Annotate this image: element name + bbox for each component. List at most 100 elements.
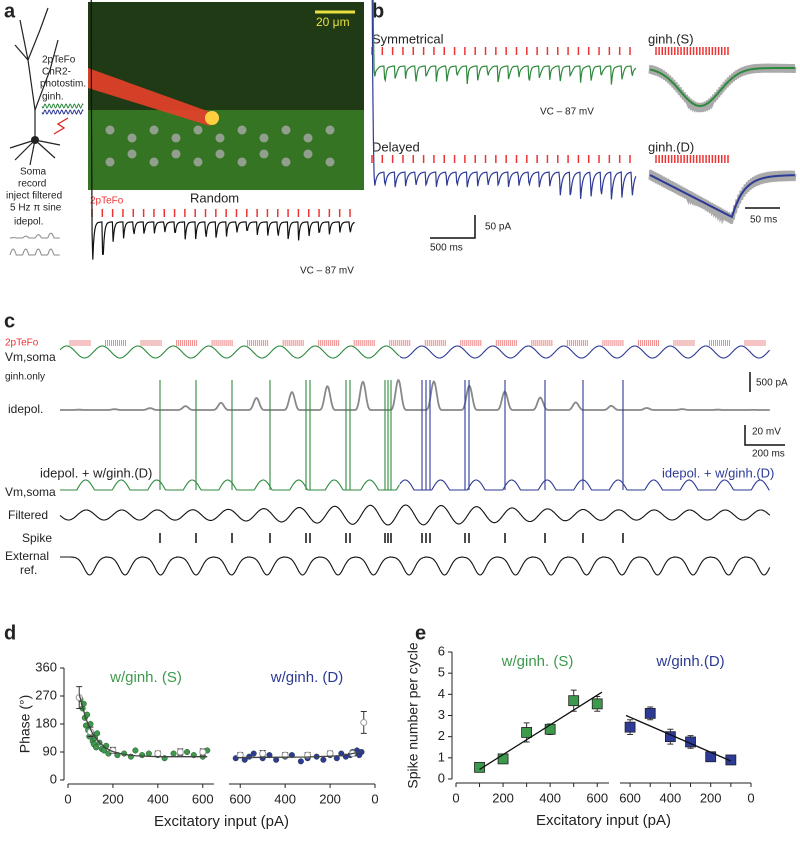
y-tick-label: 1	[438, 749, 445, 764]
point	[624, 721, 636, 733]
point	[145, 750, 152, 757]
x-tick-label: 200	[102, 791, 124, 806]
x-tick-label: 0	[747, 790, 754, 805]
spike-label: Spike	[22, 531, 52, 545]
chart-title: w/ginh. (S)	[501, 653, 574, 670]
point	[474, 761, 485, 773]
reference-trace	[60, 556, 771, 576]
chart-title: w/ginh.(D)	[655, 653, 724, 670]
mean-point	[360, 718, 368, 726]
x-tick-label: 0	[64, 791, 71, 806]
stim-spot	[237, 125, 247, 135]
chart-title: w/ginh. (D)	[270, 669, 344, 686]
point	[170, 750, 177, 757]
stim-spot	[325, 125, 335, 135]
y-tick-label: 180	[35, 715, 57, 730]
neuron	[29, 139, 36, 166]
cell-label: ginh.	[42, 92, 64, 103]
y-tick-label: 3	[438, 707, 445, 722]
neuron	[14, 139, 36, 161]
external-label: ref.	[20, 563, 37, 577]
panel-label: a	[4, 0, 16, 22]
x-tick-label: 400	[147, 791, 169, 806]
y-tick-label: 6	[438, 643, 445, 658]
scale-label: 200 ms	[752, 449, 785, 460]
soma-label: idepol.	[14, 217, 43, 228]
neuron	[9, 139, 36, 149]
fit-line	[235, 750, 362, 759]
filtered-trace	[59, 504, 771, 526]
point	[591, 698, 603, 710]
scale-label: 50 pA	[485, 222, 511, 233]
avg-title: ginh.(S)	[648, 31, 694, 46]
point	[132, 747, 139, 754]
y-axis-label: Spike number per cycle	[405, 642, 421, 789]
micrograph-cells	[88, 110, 364, 190]
point	[297, 758, 304, 765]
vm-label: Vm,soma	[5, 350, 56, 364]
point	[644, 707, 656, 719]
condition-label: idepol. + w/ginh.(D)	[662, 465, 774, 480]
mini-trace	[10, 232, 60, 239]
stim-spot	[303, 149, 313, 159]
scale-bar	[744, 425, 785, 446]
neuron	[34, 139, 56, 159]
vm-label: ginh.only	[5, 372, 45, 383]
soma-label: Soma	[20, 167, 47, 178]
fit-line	[625, 714, 732, 762]
point	[184, 749, 191, 756]
x-axis-label: Excitatory input (pA)	[154, 813, 289, 830]
trace-title: Random	[190, 190, 239, 205]
stim-spot	[325, 157, 335, 167]
point	[544, 723, 556, 735]
panel-label: b	[372, 0, 384, 22]
stim-spot	[149, 125, 159, 135]
stim-spot	[193, 125, 203, 135]
stim-label: 2pTeFo	[90, 196, 124, 207]
y-tick-label: 0	[438, 770, 445, 785]
stim-spot	[171, 133, 181, 143]
avg-title: ginh.(D)	[648, 139, 694, 154]
point	[139, 752, 146, 759]
avg-trace	[649, 67, 795, 107]
stim-spot	[281, 125, 291, 135]
stim-spot	[259, 149, 269, 159]
stim-spot	[215, 149, 225, 159]
vm-trace	[60, 479, 400, 491]
x-tick-label: 600	[192, 791, 214, 806]
mini-trace	[9, 248, 60, 256]
mean-point	[259, 750, 267, 758]
stim-spot	[215, 133, 225, 143]
mini-trace	[41, 103, 84, 109]
holding-label: VC – 87 mV	[300, 266, 354, 277]
neuron	[34, 139, 61, 146]
cell-label: photostim.	[40, 79, 86, 90]
x-tick-label: 200	[700, 790, 722, 805]
point	[320, 756, 327, 763]
y-tick-label: 270	[35, 687, 57, 702]
scale-label: 20 mV	[752, 427, 781, 438]
x-tick-label: 600	[586, 790, 608, 805]
x-tick-label: 400	[539, 790, 561, 805]
neuron	[19, 19, 36, 140]
soma-label: inject filtered	[6, 191, 62, 202]
panel-label: d	[4, 622, 16, 644]
current-trace	[371, 0, 637, 200]
stim-spot	[105, 157, 115, 167]
point	[250, 750, 257, 757]
soma-label: record	[18, 179, 46, 190]
point	[93, 744, 100, 751]
stim-spot	[303, 133, 313, 143]
scale-label: 20 μm	[316, 15, 350, 29]
y-tick-label: 4	[438, 686, 445, 701]
stim-spot	[127, 149, 137, 159]
stim-arrow	[53, 117, 69, 135]
idepol-label: idepol.	[8, 402, 43, 416]
y-tick-label: 90	[43, 743, 57, 758]
soma	[31, 136, 39, 144]
stim-label: 2pTeFo	[5, 338, 39, 349]
neuron	[14, 44, 29, 61]
cell-label: 2pTeFo	[42, 55, 76, 66]
trace-title: Delayed	[372, 139, 420, 154]
